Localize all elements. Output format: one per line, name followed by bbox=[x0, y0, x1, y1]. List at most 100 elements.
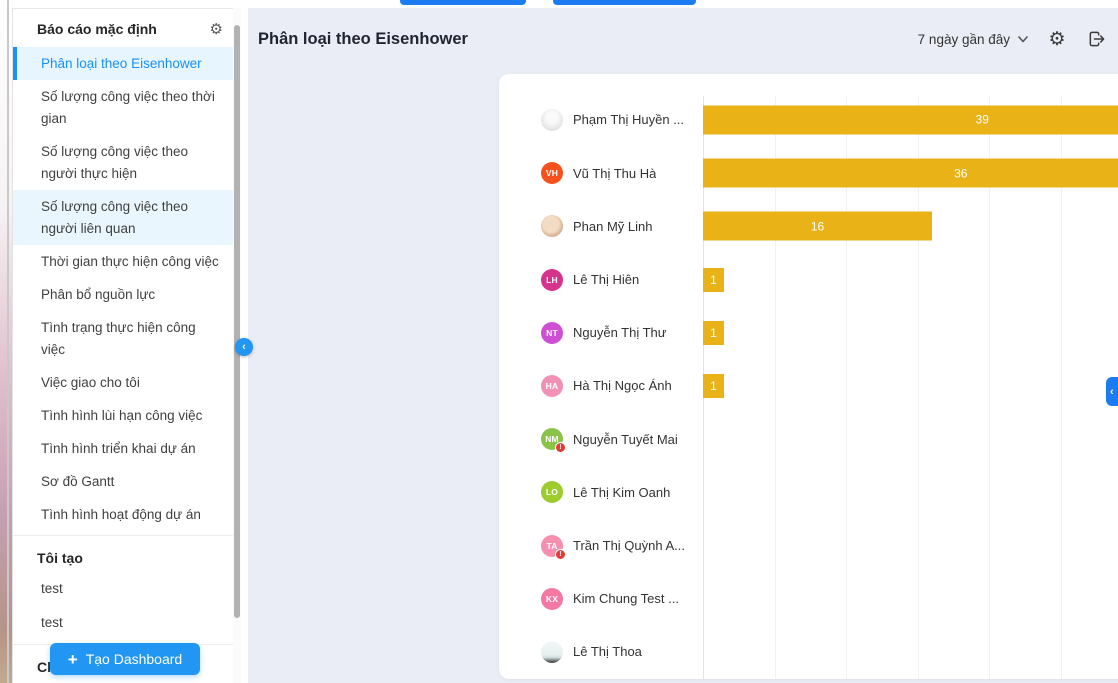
sidebar-report-item[interactable]: Phân bổ nguồn lực bbox=[41, 287, 156, 302]
sidebar-report-item[interactable]: Tình hình lùi hạn công việc bbox=[41, 408, 203, 423]
sidebar-report-item[interactable]: Thời gian thực hiện công việc bbox=[41, 254, 219, 269]
sidebar-report-item[interactable]: Tình trạng thực hiện công việc bbox=[41, 320, 196, 357]
alert-badge-icon: ! bbox=[555, 548, 566, 560]
avatar-initials: LH bbox=[546, 274, 558, 285]
avatar: NM! bbox=[541, 428, 566, 454]
reports-sidebar: Báo cáo mặc định ⚙ Phân loại theo Eisenh… bbox=[12, 8, 233, 683]
avatar-initials: HA bbox=[545, 380, 559, 391]
sidebar-report-item[interactable]: Tình hình hoạt động dự án bbox=[41, 507, 201, 522]
avatar-initials: LO bbox=[545, 487, 559, 498]
bar[interactable]: 1 bbox=[703, 320, 724, 345]
chart-settings-button[interactable]: ⚙ bbox=[1046, 28, 1068, 50]
default-reports-list: Phân loại theo Eisenhower Số lượng công v… bbox=[13, 47, 233, 531]
period-dropdown[interactable]: 7 ngày gần đây bbox=[918, 32, 1028, 47]
create-dashboard-button[interactable]: + Tạo Dashboard bbox=[50, 643, 200, 675]
person-name: Hà Thị Ngọc Ánh bbox=[573, 378, 672, 394]
sidebar-scrollbar-thumb[interactable] bbox=[234, 25, 240, 618]
person-name: Phan Mỹ Linh bbox=[573, 218, 653, 234]
export-button[interactable] bbox=[1086, 28, 1108, 50]
bar-zone bbox=[703, 572, 1118, 625]
section-title-my-created: Tôi tạo bbox=[37, 550, 83, 566]
avatar-photo bbox=[541, 640, 563, 663]
top-cutoff-button[interactable] bbox=[400, 0, 526, 5]
bar[interactable]: 39 bbox=[703, 105, 1118, 135]
chevron-down-icon bbox=[1018, 35, 1028, 42]
avatar: HA bbox=[541, 374, 563, 397]
person-label[interactable]: NT Nguyễn Thị Thư bbox=[499, 321, 703, 344]
chart-row: Phan Mỹ Linh 16 bbox=[499, 200, 1118, 253]
person-label[interactable]: KX Kim Chung Test ... bbox=[499, 587, 703, 610]
avatar-initials: NM bbox=[545, 434, 559, 445]
top-cutoff-button[interactable] bbox=[553, 0, 696, 5]
bar[interactable]: 36 bbox=[703, 158, 1118, 188]
chart-row: LO Lê Thị Kim Oanh bbox=[499, 466, 1118, 519]
avatar: VH bbox=[541, 162, 563, 185]
bar-value-label: 1 bbox=[710, 272, 717, 287]
sidebar-header: Báo cáo mặc định ⚙ bbox=[13, 9, 233, 47]
sidebar-report-item[interactable]: Việc giao cho tôi bbox=[41, 375, 140, 390]
sidebar-report-item[interactable]: Số lượng công việc theo người liên quan bbox=[13, 190, 233, 245]
gear-icon[interactable]: ⚙ bbox=[209, 20, 223, 38]
avatar-initials: KX bbox=[545, 593, 559, 604]
avatar: NT bbox=[541, 321, 563, 344]
sidebar-report-item[interactable]: Tình hình triển khai dự án bbox=[41, 441, 196, 456]
right-panel-collapse-button[interactable]: ‹ bbox=[1106, 377, 1118, 406]
sidebar-my-dashboard-item[interactable]: test bbox=[41, 615, 63, 630]
bar[interactable]: 1 bbox=[703, 373, 724, 398]
chart-row: Lê Thị Thoa bbox=[499, 625, 1118, 678]
export-icon bbox=[1089, 31, 1105, 47]
bar-zone bbox=[703, 466, 1118, 519]
avatar: KX bbox=[541, 587, 563, 610]
chart-header: Phân loại theo Eisenhower 7 ngày gần đây… bbox=[258, 22, 1108, 56]
person-label[interactable]: LO Lê Thị Kim Oanh bbox=[499, 481, 703, 504]
person-label[interactable]: LH Lê Thị Hiên bbox=[499, 268, 703, 291]
window-edge-line bbox=[7, 0, 9, 683]
sidebar-collapse-button[interactable]: ‹ bbox=[235, 338, 253, 356]
sidebar-my-dashboard-item[interactable]: test bbox=[41, 581, 63, 596]
header-actions: 7 ngày gần đây ⚙ bbox=[918, 28, 1108, 50]
person-name: Lê Thị Thoa bbox=[573, 644, 642, 660]
divider bbox=[13, 535, 233, 536]
person-name: Lê Thị Hiên bbox=[573, 272, 640, 287]
person-label[interactable]: VH Vũ Thị Thu Hà bbox=[499, 162, 703, 185]
create-dashboard-label: Tạo Dashboard bbox=[85, 651, 183, 667]
gear-icon: ⚙ bbox=[1048, 28, 1066, 50]
bar-zone: 39 bbox=[703, 93, 1118, 146]
bar[interactable]: 16 bbox=[703, 211, 933, 241]
sidebar-report-item[interactable]: Số lượng công việc theo người thực hiện bbox=[41, 144, 188, 181]
chart-row: TA! Trần Thị Quỳnh A... bbox=[499, 519, 1118, 572]
sidebar-report-item[interactable]: Số lượng công việc theo thời gian bbox=[41, 89, 215, 126]
bar-zone bbox=[703, 519, 1118, 572]
person-label[interactable]: Lê Thị Thoa bbox=[499, 640, 703, 663]
alert-badge-icon: ! bbox=[555, 442, 566, 454]
chart-row: Phạm Thị Huyền ... 39 bbox=[499, 93, 1118, 146]
chart-row: NT Nguyễn Thị Thư 1 bbox=[499, 306, 1118, 359]
person-label[interactable]: NM! Nguyễn Tuyết Mai bbox=[499, 428, 703, 454]
chart-title: Phân loại theo Eisenhower bbox=[258, 29, 468, 48]
person-label[interactable]: TA! Trần Thị Quỳnh A... bbox=[499, 534, 703, 560]
person-label[interactable]: HA Hà Thị Ngọc Ánh bbox=[499, 374, 703, 397]
person-label[interactable]: Phạm Thị Huyền ... bbox=[499, 108, 703, 131]
avatar: TA! bbox=[541, 534, 566, 560]
person-name: Nguyễn Thị Thư bbox=[573, 325, 667, 341]
chart-row: HA Hà Thị Ngọc Ánh 1 bbox=[499, 359, 1118, 412]
sidebar-section-title: Báo cáo mặc định bbox=[37, 21, 157, 37]
avatar: LH bbox=[541, 268, 563, 291]
avatar-initials: VH bbox=[545, 168, 559, 179]
sidebar-report-item[interactable]: Sơ đồ Gantt bbox=[41, 474, 115, 489]
chart-row: KX Kim Chung Test ... bbox=[499, 572, 1118, 625]
bar[interactable]: 1 bbox=[703, 267, 724, 292]
bar-zone: 1 bbox=[703, 359, 1118, 412]
eisenhower-bar-chart: Phạm Thị Huyền ... 39 VH Vũ Thị Thu Hà 36 Pha… bbox=[499, 74, 1118, 679]
person-name: Nguyễn Tuyết Mai bbox=[573, 431, 678, 447]
avatar: LO bbox=[541, 481, 563, 504]
bar-zone bbox=[703, 413, 1118, 466]
chart-row: LH Lê Thị Hiên 1 bbox=[499, 253, 1118, 306]
period-dropdown-value: 7 ngày gần đây bbox=[917, 31, 1010, 47]
person-label[interactable]: Phan Mỹ Linh bbox=[499, 215, 703, 238]
bar-zone bbox=[703, 625, 1118, 678]
gridline bbox=[989, 96, 991, 679]
gridline bbox=[917, 96, 919, 679]
sidebar-report-item[interactable]: Phân loại theo Eisenhower bbox=[13, 47, 233, 80]
bar-value-label: 36 bbox=[954, 166, 968, 181]
